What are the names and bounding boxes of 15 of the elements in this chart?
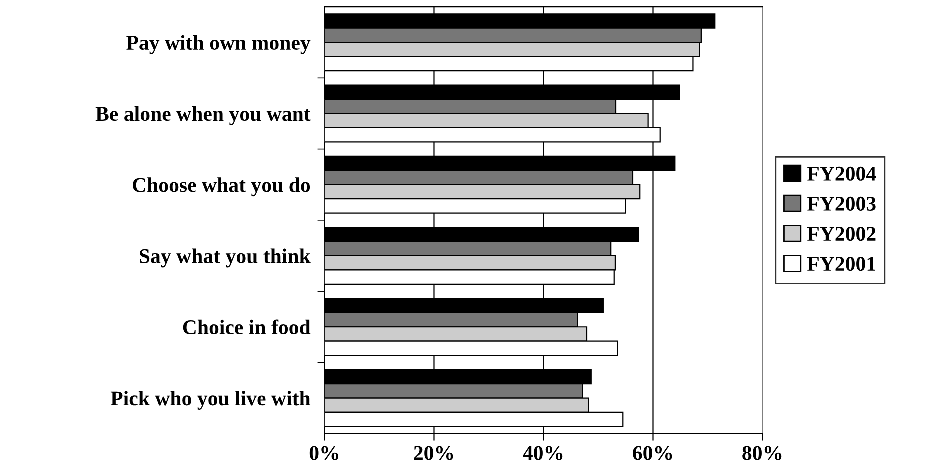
x-tick-label: 0% (310, 446, 338, 460)
y-tick-label: Choose what you do (133, 178, 310, 197)
y-tick-label: Pay with own money (126, 35, 311, 54)
x-tick-label: 60% (633, 446, 672, 460)
x-tick-label: 80% (742, 446, 782, 460)
y-tick-label: Pick who you live with (110, 391, 311, 410)
legend-label: FY2002 (807, 226, 876, 242)
y-tick-label: Choice in food (183, 320, 311, 335)
legend-label: FY2001 (807, 257, 876, 272)
legend-label: FY2003 (807, 196, 876, 211)
x-tick-label: 40% (523, 446, 563, 460)
y-tick-label: Say what you think (140, 248, 311, 268)
x-tick-label: 20% (414, 446, 454, 460)
y-tick-label: Be alone when you want (96, 106, 311, 126)
legend-label: FY2004 (807, 166, 876, 181)
